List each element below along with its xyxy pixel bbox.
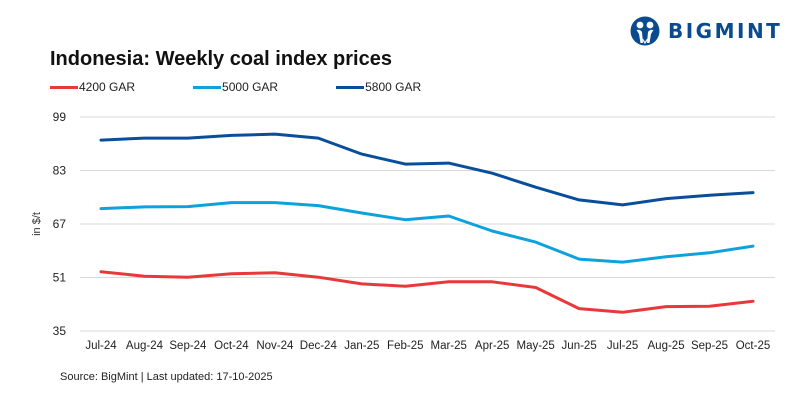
legend-label-5000-gar: 5000 GAR: [222, 80, 279, 94]
legend-item-5800-gar: 5800 GAR: [336, 80, 421, 94]
y-tick-label: 35: [53, 324, 67, 338]
x-tick-label: Aug-24: [126, 340, 164, 352]
legend-swatch-4200-gar: [50, 85, 78, 89]
series-line-5800-gar: [99, 132, 755, 207]
y-axis-label: in $/t: [31, 212, 43, 236]
brand-name: BIGMINT: [668, 19, 783, 43]
legend-item-4200-gar: 4200 GAR: [50, 80, 135, 94]
x-tick-label: Jul-25: [607, 340, 638, 352]
x-tick-label: Sep-24: [169, 340, 207, 352]
series-lines: [99, 132, 755, 314]
legend-item-5000-gar: 5000 GAR: [193, 80, 278, 94]
brand-logo: BIGMINT: [630, 14, 782, 48]
x-tick-label: Feb-25: [387, 340, 423, 352]
chart-title: Indonesia: Weekly coal index prices: [50, 48, 392, 70]
x-tick-label: Mar-25: [431, 340, 467, 352]
x-tick-label: Jun-25: [562, 340, 597, 352]
y-tick-label: 99: [53, 110, 67, 124]
x-tick-label: Nov-24: [256, 340, 294, 352]
gridlines: [80, 116, 775, 332]
x-tick-label: May-25: [516, 340, 554, 352]
legend-label-5800-gar: 5800 GAR: [365, 80, 422, 94]
legend-swatch-5000-gar: [193, 85, 222, 89]
x-tick-label: Jul-24: [85, 340, 117, 352]
x-tick-label: Oct-24: [214, 340, 249, 352]
y-tick-labels: 99 83 67 51 35: [53, 110, 67, 338]
x-tick-labels: Jul-24 Aug-24 Sep-24 Oct-24 Nov-24 Dec-24 Jan-…: [85, 340, 770, 352]
series-line-5000-gar: [99, 201, 755, 264]
y-tick-label: 51: [53, 271, 67, 285]
bigmint-people-logo-icon: [630, 16, 660, 46]
x-tick-label: Aug-25: [648, 340, 685, 352]
x-tick-label: Jan-25: [344, 340, 379, 352]
source-note: Source: BigMint | Last updated: 17-10-20…: [60, 371, 273, 383]
x-tick-label: Apr-25: [475, 340, 510, 352]
x-tick-label: Dec-24: [300, 340, 338, 352]
legend-swatch-5800-gar: [336, 85, 365, 89]
y-tick-label: 67: [53, 217, 67, 231]
series-line-4200-gar: [99, 270, 755, 314]
x-tick-label: Sep-25: [691, 340, 728, 352]
x-tick-label: Oct-25: [736, 340, 771, 352]
y-tick-label: 83: [53, 164, 67, 178]
legend-label-4200-gar: 4200 GAR: [79, 80, 136, 94]
chart-legend: 4200 GAR 5000 GAR 5800 GAR: [50, 80, 479, 94]
